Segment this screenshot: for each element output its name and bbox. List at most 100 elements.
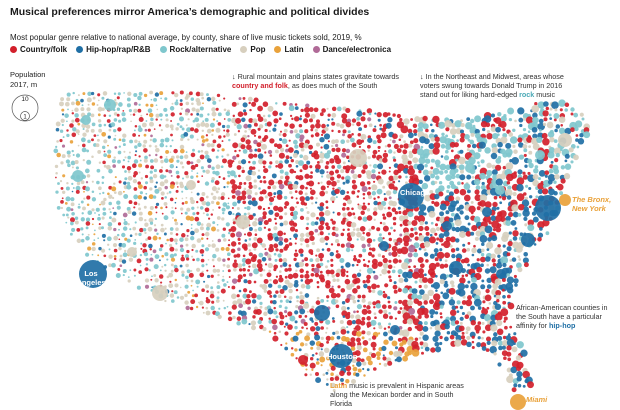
county-bubble	[228, 311, 232, 315]
county-bubble	[173, 264, 178, 269]
county-bubble	[117, 222, 122, 226]
metro-charlotte	[496, 269, 506, 279]
county-bubble	[137, 142, 142, 147]
county-bubble	[155, 211, 158, 214]
county-bubble	[455, 200, 459, 204]
county-bubble	[266, 290, 272, 296]
county-bubble	[204, 154, 210, 160]
county-bubble	[149, 138, 153, 142]
county-bubble	[368, 195, 372, 200]
county-bubble	[360, 358, 365, 363]
county-bubble	[471, 335, 475, 339]
county-bubble	[242, 273, 247, 277]
county-bubble	[407, 160, 412, 165]
county-bubble	[272, 185, 277, 190]
county-bubble	[191, 248, 194, 252]
county-bubble	[179, 264, 183, 268]
county-bubble	[449, 141, 456, 148]
county-bubble	[132, 174, 137, 178]
county-bubble	[294, 242, 297, 245]
county-bubble	[458, 325, 465, 332]
county-bubble	[113, 156, 116, 159]
county-bubble	[144, 218, 147, 222]
county-bubble	[378, 332, 381, 335]
county-bubble	[397, 269, 403, 275]
county-bubble	[553, 191, 558, 196]
metro-houston	[329, 344, 353, 368]
county-bubble	[367, 202, 371, 206]
county-bubble	[77, 122, 81, 126]
county-bubble	[242, 267, 246, 272]
county-bubble	[345, 379, 350, 384]
county-bubble	[271, 318, 278, 325]
county-bubble	[247, 200, 253, 205]
county-bubble	[473, 244, 476, 248]
county-bubble	[344, 336, 350, 343]
county-bubble	[450, 296, 454, 300]
county-bubble	[98, 161, 102, 164]
county-bubble	[453, 168, 459, 173]
county-bubble	[118, 102, 123, 107]
county-bubble	[480, 252, 485, 257]
county-bubble	[256, 237, 263, 244]
county-bubble	[85, 186, 90, 192]
county-bubble	[310, 252, 314, 256]
county-bubble	[190, 113, 193, 116]
county-bubble	[70, 197, 75, 202]
county-bubble	[262, 215, 267, 220]
county-bubble	[217, 112, 222, 117]
county-bubble	[402, 355, 409, 362]
county-bubble	[513, 278, 519, 284]
county-bubble	[190, 97, 195, 101]
county-bubble	[159, 155, 163, 159]
county-bubble	[237, 200, 241, 204]
county-bubble	[144, 128, 148, 132]
county-bubble	[359, 181, 366, 187]
county-bubble	[308, 180, 315, 187]
county-bubble	[380, 132, 387, 139]
county-bubble	[91, 242, 96, 246]
county-bubble	[538, 177, 541, 181]
county-bubble	[215, 311, 220, 317]
county-bubble	[451, 284, 455, 288]
county-bubble	[367, 285, 372, 290]
county-bubble	[196, 200, 199, 204]
county-bubble	[340, 220, 346, 225]
county-bubble	[218, 135, 222, 139]
county-bubble	[315, 352, 318, 355]
county-bubble	[511, 204, 519, 212]
county-bubble	[201, 175, 204, 177]
county-bubble	[246, 144, 252, 151]
county-bubble	[352, 299, 357, 304]
county-bubble	[373, 327, 376, 330]
county-bubble	[180, 212, 183, 215]
county-bubble	[103, 123, 107, 127]
size-legend-small-label: 1	[23, 115, 27, 121]
county-bubble	[523, 252, 528, 257]
county-bubble	[293, 170, 297, 174]
county-bubble	[413, 252, 419, 258]
county-bubble	[206, 222, 212, 228]
county-bubble	[340, 169, 345, 174]
population-size-legend: Population 2017, m 10 1	[10, 70, 45, 124]
county-bubble	[221, 233, 226, 238]
county-bubble	[371, 247, 376, 252]
county-bubble	[573, 154, 579, 161]
county-bubble	[356, 361, 362, 367]
county-bubble	[210, 290, 215, 295]
county-bubble	[316, 358, 319, 361]
county-bubble	[358, 145, 362, 149]
county-bubble	[387, 112, 391, 116]
county-bubble	[480, 248, 485, 253]
county-bubble	[247, 243, 252, 247]
county-bubble	[417, 294, 423, 300]
county-bubble	[491, 340, 498, 347]
county-bubble	[471, 345, 475, 350]
county-bubble	[264, 195, 268, 199]
county-bubble	[392, 284, 398, 290]
county-bubble	[210, 192, 214, 196]
county-bubble	[227, 252, 231, 256]
county-bubble	[393, 174, 399, 181]
county-bubble	[332, 389, 336, 392]
county-bubble	[378, 362, 382, 366]
